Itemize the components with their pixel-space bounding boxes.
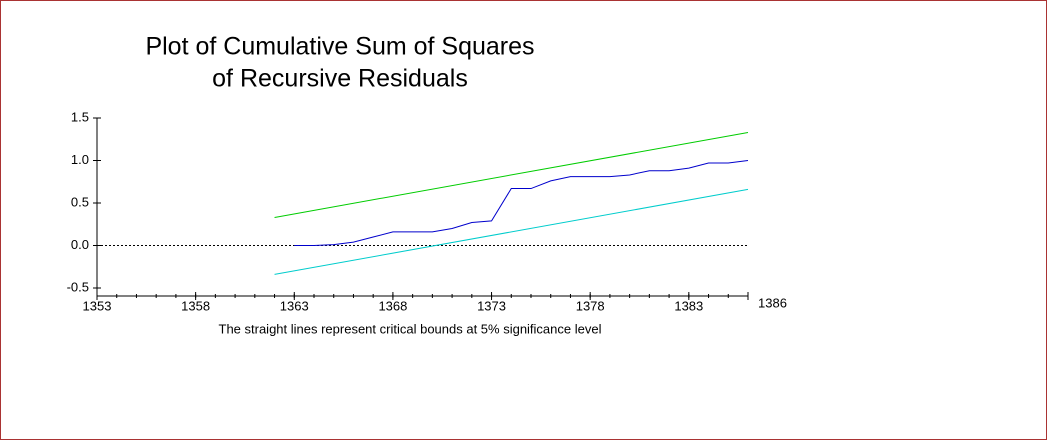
x-tick-label: 1383 — [674, 298, 703, 313]
x-tick-label: 1353 — [83, 298, 112, 313]
y-tick-label: 0.5 — [71, 194, 89, 209]
chart: Plot of Cumulative Sum of Squares of Rec… — [0, 0, 1047, 440]
x-tick-label: 1363 — [280, 298, 309, 313]
y-tick-label: 1.0 — [71, 152, 89, 167]
chart-title: Plot of Cumulative Sum of Squares — [145, 33, 534, 61]
y-tick-label: 1.5 — [71, 109, 89, 124]
x-tick-label: 1386 — [758, 295, 787, 310]
x-tick-label: 1358 — [181, 298, 210, 313]
frame — [1, 1, 1047, 440]
y-tick-label: 0.0 — [71, 237, 89, 252]
x-tick-label: 1368 — [378, 298, 407, 313]
y-tick-label: -0.5 — [67, 279, 89, 294]
chart-title: of Recursive Residuals — [212, 65, 468, 93]
x-tick-label: 1378 — [576, 298, 605, 313]
note: The straight lines represent critical bo… — [219, 321, 602, 336]
x-tick-label: 1373 — [477, 298, 506, 313]
